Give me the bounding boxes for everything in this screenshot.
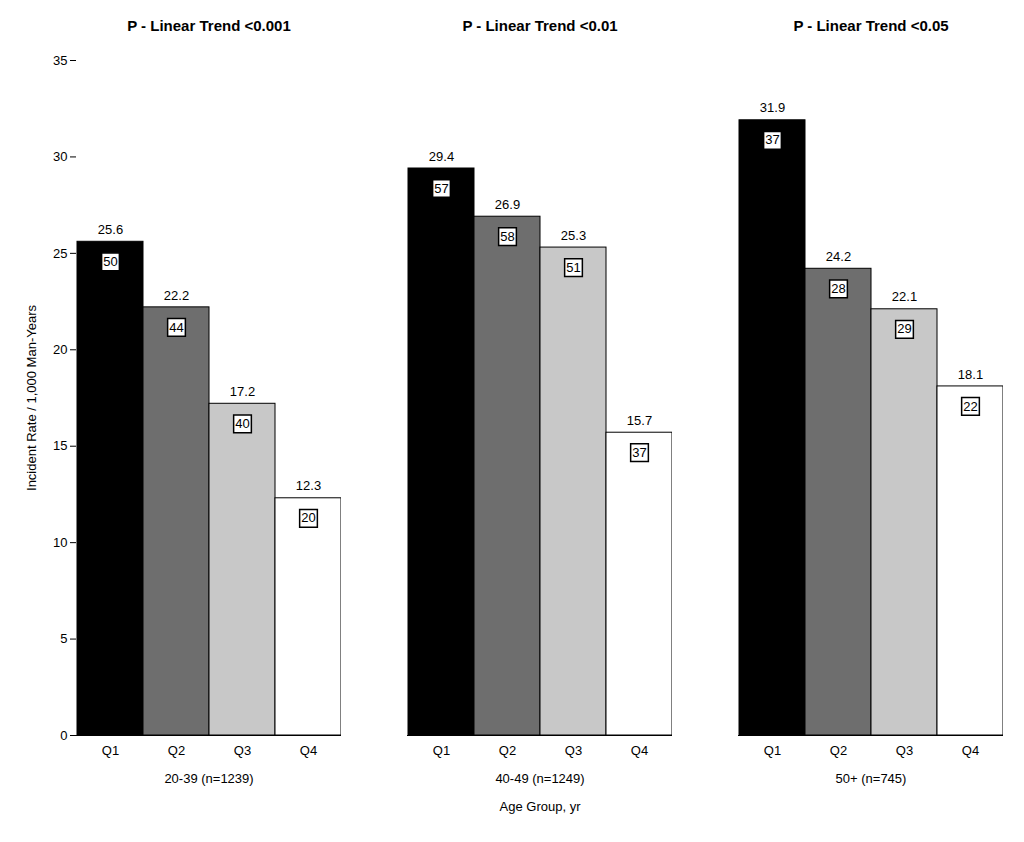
- svg-text:26.9: 26.9: [495, 197, 520, 212]
- svg-text:Q3: Q3: [565, 743, 582, 758]
- svg-text:22: 22: [963, 399, 977, 414]
- svg-text:20: 20: [53, 342, 67, 357]
- svg-text:Q1: Q1: [764, 743, 781, 758]
- svg-text:31.9: 31.9: [760, 100, 785, 115]
- svg-text:Incident Rate / 1,000 Man-Year: Incident Rate / 1,000 Man-Years: [24, 305, 39, 491]
- svg-text:40-49 (n=1249): 40-49 (n=1249): [495, 771, 584, 786]
- svg-text:15.7: 15.7: [627, 413, 652, 428]
- svg-text:37: 37: [632, 445, 646, 460]
- svg-text:15: 15: [53, 438, 67, 453]
- svg-text:P - Linear Trend <0.001: P - Linear Trend <0.001: [127, 17, 291, 34]
- svg-text:Q1: Q1: [102, 743, 119, 758]
- svg-text:Q2: Q2: [499, 743, 516, 758]
- svg-text:50+ (n=745): 50+ (n=745): [836, 771, 907, 786]
- svg-text:30: 30: [53, 149, 67, 164]
- svg-text:22.1: 22.1: [892, 289, 917, 304]
- svg-text:25.3: 25.3: [561, 228, 586, 243]
- svg-text:Q1: Q1: [433, 743, 450, 758]
- svg-text:50: 50: [103, 254, 117, 269]
- svg-text:37: 37: [765, 132, 779, 147]
- svg-text:Q4: Q4: [631, 743, 648, 758]
- svg-text:Q2: Q2: [830, 743, 847, 758]
- svg-text:24.2: 24.2: [826, 249, 851, 264]
- svg-text:P - Linear Trend <0.01: P - Linear Trend <0.01: [462, 17, 617, 34]
- svg-text:Q4: Q4: [962, 743, 979, 758]
- svg-text:0: 0: [60, 728, 67, 743]
- svg-text:25: 25: [53, 246, 67, 261]
- svg-text:18.1: 18.1: [958, 367, 983, 382]
- svg-text:22.2: 22.2: [164, 288, 189, 303]
- svg-text:58: 58: [500, 229, 514, 244]
- svg-text:17.2: 17.2: [230, 384, 255, 399]
- svg-text:20: 20: [301, 510, 315, 525]
- svg-text:Q4: Q4: [300, 743, 317, 758]
- svg-text:Q2: Q2: [168, 743, 185, 758]
- svg-text:29.4: 29.4: [429, 149, 454, 164]
- svg-text:Q3: Q3: [896, 743, 913, 758]
- svg-text:12.3: 12.3: [296, 478, 321, 493]
- svg-text:Age Group, yr: Age Group, yr: [500, 799, 582, 814]
- svg-text:10: 10: [53, 535, 67, 550]
- svg-text:25.6: 25.6: [98, 222, 123, 237]
- svg-text:40: 40: [235, 416, 249, 431]
- svg-text:20-39 (n=1239): 20-39 (n=1239): [164, 771, 253, 786]
- svg-text:57: 57: [434, 181, 448, 196]
- svg-text:P - Linear Trend <0.05: P - Linear Trend <0.05: [793, 17, 948, 34]
- svg-text:5: 5: [60, 631, 67, 646]
- svg-text:29: 29: [897, 321, 911, 336]
- svg-text:44: 44: [169, 320, 183, 335]
- svg-text:35: 35: [53, 53, 67, 68]
- svg-text:Q3: Q3: [234, 743, 251, 758]
- svg-text:51: 51: [566, 260, 580, 275]
- svg-text:28: 28: [831, 281, 845, 296]
